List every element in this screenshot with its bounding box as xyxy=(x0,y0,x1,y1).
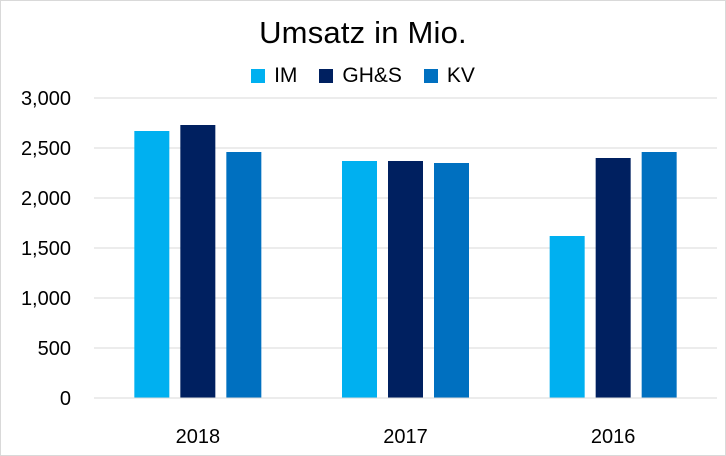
x-tick-label: 2016 xyxy=(591,426,636,448)
x-tick-label: 2017 xyxy=(383,426,428,448)
legend-swatch-kv xyxy=(423,69,438,83)
legend-label-kv: KV xyxy=(446,64,475,87)
bar-im-2016 xyxy=(549,236,585,398)
legend-label-im: IM xyxy=(274,64,298,87)
legend-item-kv: KV xyxy=(423,64,475,88)
legend-swatch-ghs xyxy=(319,69,334,83)
chart-title: Umsatz in Mio. xyxy=(259,15,467,50)
bar-kv-2018 xyxy=(226,152,262,398)
legend-item-im: IM xyxy=(251,64,297,88)
legend: IM GH&S KV xyxy=(1,64,725,88)
y-tick-label: 500 xyxy=(38,338,71,360)
bar-ghs-2016 xyxy=(595,158,631,398)
bar-ghs-2018 xyxy=(180,125,216,398)
y-tick-label: 0 xyxy=(60,388,71,410)
x-tick-label: 2018 xyxy=(176,426,221,448)
legend-label-ghs: GH&S xyxy=(342,64,402,87)
y-tick-label: 3,000 xyxy=(21,88,71,110)
bar-kv-2017 xyxy=(434,163,469,398)
bar-kv-2016 xyxy=(641,152,677,398)
y-tick-label: 1,500 xyxy=(21,238,71,260)
bar-im-2018 xyxy=(134,131,170,398)
legend-swatch-im xyxy=(251,69,266,83)
y-tick-label: 1,000 xyxy=(21,288,71,310)
bar-ghs-2017 xyxy=(388,161,423,398)
y-tick-label: 2,500 xyxy=(21,138,71,160)
legend-item-ghs: GH&S xyxy=(319,64,402,88)
bar-im-2017 xyxy=(342,161,377,398)
y-tick-label: 2,000 xyxy=(21,188,71,210)
